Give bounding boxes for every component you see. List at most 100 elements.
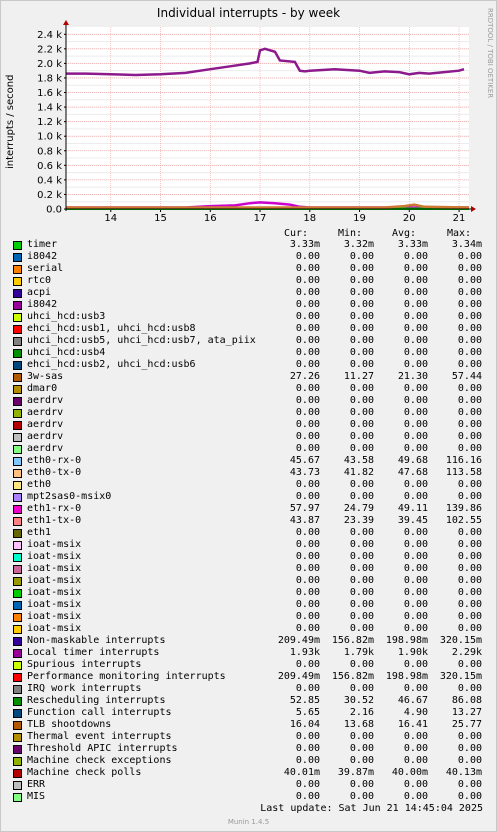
y-tick-label: 2.2 k xyxy=(37,44,62,55)
x-tick-label: 17 xyxy=(254,213,267,224)
y-tick-labels: 0.0 0.2 k 0.4 k 0.6 k 0.8 k 1.0 k 1.2 k 1.4 k 1.… xyxy=(37,30,66,216)
legend-name: aerdrv xyxy=(27,419,64,430)
legend-min-value: 0.00 xyxy=(349,395,374,406)
x-tick-label: 21 xyxy=(453,213,466,224)
y-tick-label: 1.4 k xyxy=(37,103,62,114)
legend-max-value: 0.00 xyxy=(457,539,482,550)
legend-swatch xyxy=(13,541,22,550)
legend-name: ioat-msix xyxy=(27,563,82,574)
legend-row: ehci_hcd:usb2, uhci_hcd:usb6 0.00 0.00 0.00… xyxy=(13,359,493,371)
legend-min-value: 11.27 xyxy=(343,371,374,382)
legend-min-value: 0.00 xyxy=(349,779,374,790)
legend-swatch xyxy=(13,745,22,754)
legend-row: aerdrv 0.00 0.00 0.00 0.00 xyxy=(13,431,493,443)
legend-name: rtc0 xyxy=(27,275,52,286)
legend-min-value: 1.79k xyxy=(343,647,374,658)
legend-avg-value: 46.67 xyxy=(397,695,428,706)
legend-cur-value: 57.97 xyxy=(289,503,320,514)
legend-name: ehci_hcd:usb2, uhci_hcd:usb6 xyxy=(27,359,196,370)
legend-min-value: 0.00 xyxy=(349,659,374,670)
legend-min-value: 0.00 xyxy=(349,275,374,286)
legend-swatch xyxy=(13,601,22,610)
legend-min-value: 0.00 xyxy=(349,323,374,334)
legend-max-value: 0.00 xyxy=(457,743,482,754)
legend-name: aerdrv xyxy=(27,443,64,454)
chart-title: Individual interrupts - by week xyxy=(156,6,341,20)
y-tick-label: 2.0 k xyxy=(37,59,62,70)
legend-max-value: 0.00 xyxy=(457,551,482,562)
legend-min-value: 0.00 xyxy=(349,563,374,574)
legend-cur-value: 40.01m xyxy=(283,767,320,778)
legend-name: serial xyxy=(27,263,64,274)
y-tick-label: 0.6 k xyxy=(37,161,62,172)
legend-row: ioat-msix 0.00 0.00 0.00 0.00 xyxy=(13,599,493,611)
legend-cur-value: 5.65 xyxy=(295,707,320,718)
legend-row: eth0 0.00 0.00 0.00 0.00 xyxy=(13,479,493,491)
y-tick-label: 2.4 k xyxy=(37,30,62,41)
legend-name: MIS xyxy=(27,791,46,802)
legend-max-value: 0.00 xyxy=(457,779,482,790)
legend-min-value: 0.00 xyxy=(349,299,374,310)
legend-avg-value: 49.11 xyxy=(397,503,428,514)
legend-swatch xyxy=(13,769,22,778)
legend-name: i8042 xyxy=(27,251,58,262)
legend-min-value: 0.00 xyxy=(349,575,374,586)
legend-max-value: 320.15m xyxy=(439,671,482,682)
legend-avg-value: 39.45 xyxy=(397,515,428,526)
legend-max-value: 116.16 xyxy=(445,455,482,466)
legend-row: serial 0.00 0.00 0.00 0.00 xyxy=(13,263,493,275)
legend-max-value: 0.00 xyxy=(457,479,482,490)
legend-swatch xyxy=(13,529,22,538)
legend-name: eth0 xyxy=(27,479,52,490)
legend-max-value: 0.00 xyxy=(457,419,482,430)
legend-name: Spurious interrupts xyxy=(27,659,142,670)
x-tick-label: 14 xyxy=(104,213,117,224)
legend-cur-value: 43.73 xyxy=(289,467,320,478)
legend-swatch xyxy=(13,397,22,406)
legend-cur-value: 52.85 xyxy=(289,695,320,706)
legend-name: eth1-rx-0 xyxy=(27,503,82,514)
legend-max-value: 0.00 xyxy=(457,791,482,802)
legend-min-value: 0.00 xyxy=(349,347,374,358)
legend-min-value: 23.39 xyxy=(343,515,374,526)
legend-min-value: 0.00 xyxy=(349,431,374,442)
legend-name: Non-maskable interrupts xyxy=(27,635,166,646)
legend-max-value: 0.00 xyxy=(457,683,482,694)
legend-avg-value: 47.68 xyxy=(397,467,428,478)
legend-avg-value: 0.00 xyxy=(403,347,428,358)
legend-name: mpt2sas0-msix0 xyxy=(27,491,112,502)
legend-max-value: 0.00 xyxy=(457,407,482,418)
rrdtool-credit: RRDTOOL / TOBI OETIKER xyxy=(486,8,494,99)
y-tick-label: 0.2 k xyxy=(37,190,62,201)
legend-swatch xyxy=(13,493,22,502)
legend-name: Thermal event interrupts xyxy=(27,731,172,742)
legend-cur-value: 0.00 xyxy=(295,299,320,310)
legend-min-value: 24.79 xyxy=(343,503,374,514)
legend-swatch xyxy=(13,313,22,322)
legend-row: ioat-msix 0.00 0.00 0.00 0.00 xyxy=(13,563,493,575)
legend-swatch xyxy=(13,481,22,490)
legend-row: eth0-tx-0 43.73 41.82 47.68 113.58 xyxy=(13,467,493,479)
legend-min-value: 0.00 xyxy=(349,251,374,262)
legend-swatch xyxy=(13,277,22,286)
legend-cur-value: 0.00 xyxy=(295,599,320,610)
legend-swatch xyxy=(13,409,22,418)
legend-avg-value: 0.00 xyxy=(403,275,428,286)
legend-swatch xyxy=(13,385,22,394)
legend-avg-value: 0.00 xyxy=(403,383,428,394)
legend-min-value: 0.00 xyxy=(349,551,374,562)
legend-min-value: 2.16 xyxy=(349,707,374,718)
legend-row: MIS 0.00 0.00 0.00 0.00 xyxy=(13,791,493,803)
legend-name: ehci_hcd:usb1, uhci_hcd:usb8 xyxy=(27,323,196,334)
legend-row: aerdrv 0.00 0.00 0.00 0.00 xyxy=(13,407,493,419)
y-tick-label: 1.8 k xyxy=(37,73,62,84)
legend-cur-value: 0.00 xyxy=(295,287,320,298)
series-line-3w-sas xyxy=(66,203,470,209)
legend-name: ERR xyxy=(27,779,46,790)
legend-cur-value: 0.00 xyxy=(295,731,320,742)
legend-name: timer xyxy=(27,239,58,250)
legend-min-value: 3.32m xyxy=(343,239,374,250)
legend-name: eth0-tx-0 xyxy=(27,467,82,478)
legend-row: Function call interrupts 5.65 2.16 4.90 13.2… xyxy=(13,707,493,719)
legend-cur-value: 0.00 xyxy=(295,443,320,454)
